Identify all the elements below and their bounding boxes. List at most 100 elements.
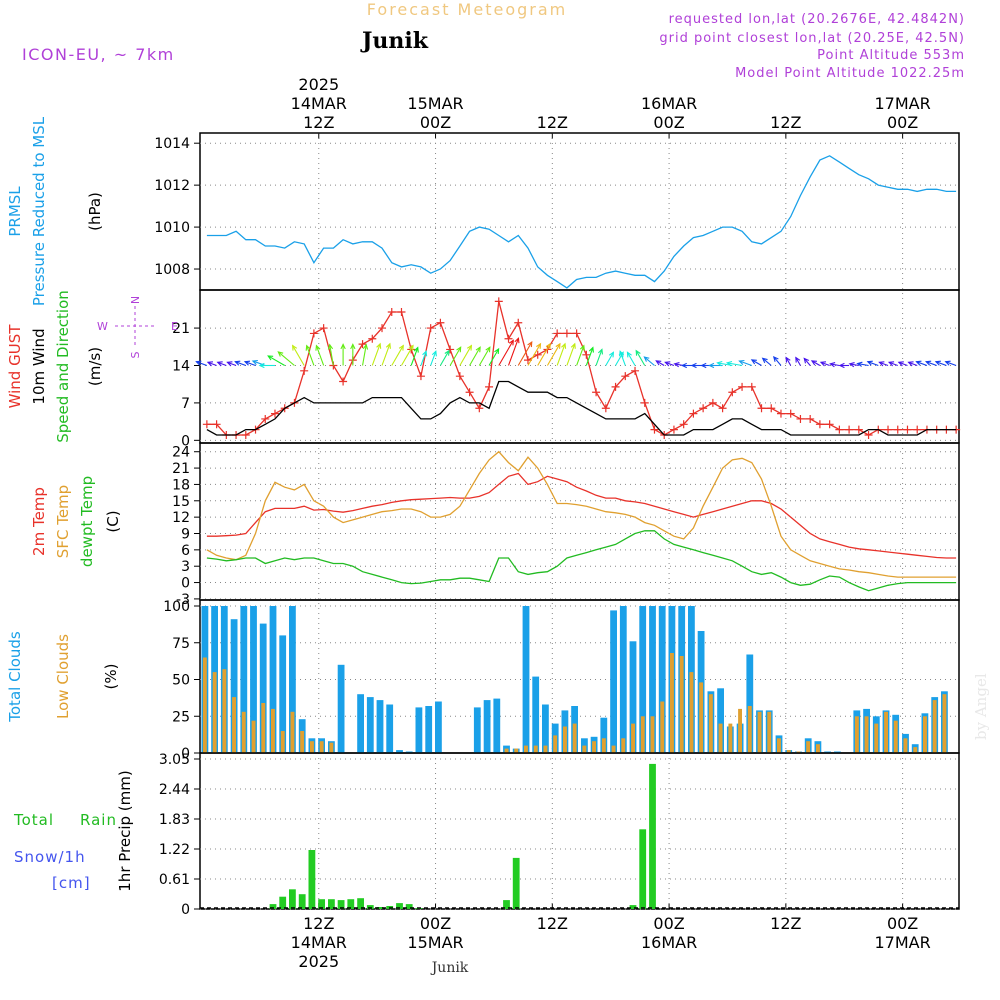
wind-arrow-head xyxy=(340,343,346,350)
clouds-bar xyxy=(767,711,772,753)
time-tick-label: 17MAR xyxy=(874,933,930,952)
wind-direction-arrow xyxy=(762,357,772,366)
pressure-label: Pressure Reduced to MSL xyxy=(30,116,48,306)
clouds-bar xyxy=(777,738,781,753)
precip-label: Rain xyxy=(80,811,117,829)
gust-marker xyxy=(728,388,737,397)
precip-bar xyxy=(298,894,306,909)
wind-direction-arrow xyxy=(410,347,419,366)
wind-direction-arrow xyxy=(329,344,334,366)
gust-marker xyxy=(387,308,396,317)
wind-arrow-head xyxy=(267,355,274,361)
clouds-bar xyxy=(241,711,246,753)
gust-marker xyxy=(689,409,698,418)
wind-direction-arrow xyxy=(277,351,295,366)
clouds-bar xyxy=(271,708,275,753)
gust-marker xyxy=(601,404,610,413)
compass-label: E xyxy=(171,320,178,333)
gust-marker xyxy=(300,366,309,375)
time-tick-label: 14MAR xyxy=(291,933,347,952)
gust-marker xyxy=(446,345,455,354)
clouds-bar xyxy=(601,738,606,753)
gust-marker xyxy=(416,372,425,381)
time-tick-label: 00Z xyxy=(887,914,918,933)
model-altitude: Model Point Altitude 1022.25m xyxy=(735,66,965,81)
gust-marker xyxy=(796,414,805,423)
wind-direction-arrow xyxy=(306,345,315,366)
clouds-bar xyxy=(708,694,713,753)
wind-arrow-head xyxy=(408,344,414,351)
clouds-bar xyxy=(240,606,248,753)
clouds-bar xyxy=(874,723,879,753)
gust-marker xyxy=(854,425,863,434)
wind-direction-arrow xyxy=(925,361,937,367)
temperature-label: SFC Temp xyxy=(54,485,72,558)
clouds-bar xyxy=(212,672,217,753)
clouds-bar xyxy=(259,623,267,753)
wind-arrow-head xyxy=(934,360,941,366)
clouds-bar xyxy=(592,741,596,753)
wind-arrow-head xyxy=(385,342,391,349)
clouds-bar xyxy=(670,653,674,753)
wind-arrow-head xyxy=(350,343,356,350)
wind-series-10m-wind xyxy=(206,380,957,436)
precip-bar xyxy=(289,889,296,909)
wind-direction-arrow xyxy=(644,356,655,366)
clouds-bar xyxy=(600,717,608,753)
wind-arrow-head xyxy=(376,342,382,349)
panels: 1008 1010 1012 1014 PRMSL Pressure Reduced to… xyxy=(6,116,961,918)
clouds-bar xyxy=(747,706,752,753)
precip-ytick-label: 3.05 xyxy=(159,752,190,768)
wind-arrow-head xyxy=(856,361,863,367)
gust-marker xyxy=(261,414,270,423)
wind-direction-arrow xyxy=(556,343,566,366)
gust-marker xyxy=(640,398,649,407)
clouds-ytick-label: 50 xyxy=(172,673,190,689)
wind-label: 10m Wind xyxy=(30,328,48,404)
wind-frame xyxy=(199,289,960,444)
clouds-bar xyxy=(610,610,617,753)
clouds-bar xyxy=(230,619,238,753)
wind-arrow-head xyxy=(838,362,845,369)
wind-direction-arrow xyxy=(217,361,227,367)
temperature-ytick-label: -3 xyxy=(176,592,190,608)
wind-direction-arrow xyxy=(626,352,636,366)
clouds-bar xyxy=(396,750,403,753)
clouds-ytick-label: 100 xyxy=(163,599,190,615)
wind-direction-arrow xyxy=(391,345,404,366)
wind-direction-arrow xyxy=(439,350,450,366)
wind-direction-arrow xyxy=(605,352,614,366)
clouds-bar xyxy=(553,735,558,753)
wind-direction-arrow xyxy=(449,346,462,366)
wind-direction-arrow xyxy=(867,361,879,367)
time-tick-label: 12Z xyxy=(770,914,801,933)
location-title: Junik xyxy=(360,28,429,54)
temperature-ytick-label: 0 xyxy=(181,576,190,592)
wind-direction-arrow xyxy=(635,350,646,366)
wind-arrow-head xyxy=(234,360,241,366)
wind-arrow-head xyxy=(277,351,284,357)
precip-ytick-label: 2.44 xyxy=(159,782,190,798)
time-tick-label: 14MAR xyxy=(291,94,347,113)
clouds-bar xyxy=(658,606,666,753)
wind-arrow-head xyxy=(444,349,450,356)
precip-bar xyxy=(318,899,325,909)
wind-direction-arrow xyxy=(803,358,811,366)
temperature-ylabel: (C) xyxy=(104,510,122,532)
gust-marker xyxy=(669,425,678,434)
wind-arrow-head xyxy=(588,346,594,353)
wind-arrow-head xyxy=(195,360,202,366)
wind-arrow-head xyxy=(398,344,404,351)
precip-ytick-label: 0.61 xyxy=(159,872,190,888)
wind-compass: W E N S xyxy=(97,296,178,359)
clouds-bar xyxy=(542,704,549,753)
wind-arrow-head xyxy=(626,351,632,358)
wind-arrow-head xyxy=(887,361,895,367)
wind-direction-arrow xyxy=(459,345,472,366)
wind-direction-arrow xyxy=(655,360,665,366)
clouds-bar xyxy=(806,741,811,753)
wind-direction-arrow xyxy=(585,347,594,366)
footer-location: Junik xyxy=(430,960,469,976)
